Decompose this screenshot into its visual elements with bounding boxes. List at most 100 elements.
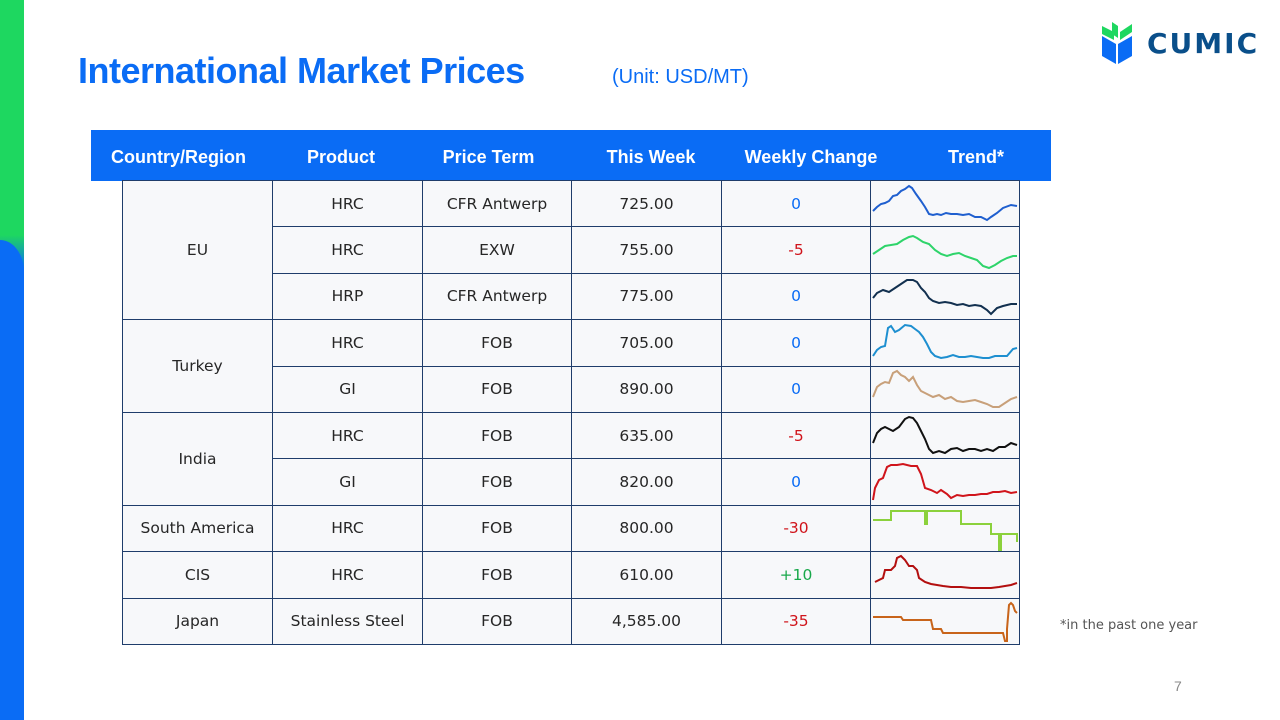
table-row: India HRC FOB 635.00 -5 [122,411,1020,506]
region-cell-south-america: South America [122,504,273,553]
table-row: EU HRC CFR Antwerp 725.00 0 [122,179,1020,321]
region-cell-turkey: Turkey [122,319,273,413]
product-cell: HRC [272,319,423,367]
this-week-cell: 890.00 [571,365,722,413]
header-trend: Trend* [947,147,1004,167]
trend-sparkline [872,184,1018,222]
trend-cell [870,319,1020,367]
product-cell: GI [272,458,423,506]
header-product: Product [306,147,375,167]
table-row: GI FOB 820.00 0 [123,458,1020,506]
this-week-cell: 800.00 [571,504,722,553]
weekly-change-cell: -5 [721,411,871,460]
weekly-change-cell: -30 [721,504,871,553]
price-term-cell: FOB [422,365,572,413]
trend-sparkline [873,509,1018,551]
region-cell-japan: Japan [122,597,273,645]
table-row: GI FOB 890.00 0 [123,365,1020,413]
trend-line [874,555,1018,590]
cumic-logo: CUMIC [1098,20,1258,70]
header-weekly-change: Weekly Change [744,147,878,167]
header-this-week: This Week [606,147,696,167]
weekly-change-cell: 0 [721,458,871,506]
table-row: HRC EXW 755.00 -5 [123,226,1020,274]
product-cell: HRC [272,551,423,599]
trend-cell [870,504,1020,553]
trend-line [872,462,1018,500]
weekly-change-cell: 0 [721,319,871,367]
trend-cell [870,458,1020,506]
side-accent-curve [0,240,24,280]
trend-line [872,416,1018,455]
price-term-cell: FOB [422,411,572,460]
region-cell-india: India [122,411,273,506]
trend-line [872,234,1017,269]
this-week-cell: 4,585.00 [571,597,722,645]
side-accent-bar [0,0,24,720]
trend-line [872,369,1018,408]
region-cell-eu: EU [122,179,273,321]
price-term-cell: FOB [422,504,572,553]
this-week-cell: 820.00 [571,458,722,506]
product-cell: Stainless Steel [272,597,423,645]
trend-footnote: *in the past one year [1060,618,1198,633]
price-table: EU HRC CFR Antwerp 725.00 0 HRC EXW 755.… [122,179,1020,645]
trend-sparkline [873,601,1018,642]
trend-cell [870,272,1020,321]
trend-line [873,601,1018,642]
trend-line [872,324,1018,360]
unit-label: (Unit: USD/MT) [612,66,749,88]
trend-line [872,278,1017,316]
price-term-cell: FOB [422,597,572,645]
price-term-cell: CFR Antwerp [422,179,572,228]
weekly-change-cell: 0 [721,272,871,321]
trend-sparkline [874,555,1018,590]
logo-text: CUMIC [1147,27,1260,60]
weekly-change-cell: 0 [721,365,871,413]
price-term-cell: FOB [422,458,572,506]
table-row: Japan Stainless Steel FOB 4,585.00 -35 [122,597,1020,645]
trend-cell [870,365,1020,413]
table-row: CIS HRC FOB 610.00 +10 [122,551,1020,599]
trend-line [872,184,1018,222]
weekly-change-cell: 0 [721,179,871,228]
this-week-cell: 755.00 [571,226,722,274]
trend-sparkline [872,234,1017,269]
product-cell: HRC [272,226,423,274]
table-header: Country/Region Product Price Term This W… [91,130,1051,181]
weekly-change-cell: -5 [721,226,871,274]
table-row: South America HRC FOB 800.00 -30 [122,504,1020,553]
this-week-cell: 610.00 [571,551,722,599]
product-cell: HRC [272,411,423,460]
table-row: HRP CFR Antwerp 775.00 0 [123,272,1020,321]
product-cell: HRC [272,504,423,553]
page-number: 7 [1174,678,1182,694]
trend-cell [870,179,1020,228]
trend-cell [870,597,1020,645]
cumic-logo-icon [1102,22,1132,64]
trend-sparkline [872,278,1017,316]
product-cell: GI [272,365,423,413]
trend-cell [870,226,1020,274]
this-week-cell: 725.00 [571,179,722,228]
trend-line [873,509,1018,551]
this-week-cell: 705.00 [571,319,722,367]
trend-cell [870,411,1020,460]
this-week-cell: 775.00 [571,272,722,321]
price-term-cell: FOB [422,551,572,599]
header-price-term: Price Term [442,147,535,167]
weekly-change-cell: +10 [721,551,871,599]
page-title: International Market Prices [78,50,525,91]
price-term-cell: CFR Antwerp [422,272,572,321]
table-row: Turkey HRC FOB 705.00 0 [122,319,1020,413]
price-term-cell: EXW [422,226,572,274]
this-week-cell: 635.00 [571,411,722,460]
product-cell: HRP [272,272,423,321]
region-cell-cis: CIS [122,551,273,599]
weekly-change-cell: -35 [721,597,871,645]
trend-sparkline [872,369,1018,408]
product-cell: HRC [272,179,423,228]
trend-sparkline [872,416,1018,455]
header-country-region: Country/Region [111,147,246,167]
trend-sparkline [872,462,1018,500]
